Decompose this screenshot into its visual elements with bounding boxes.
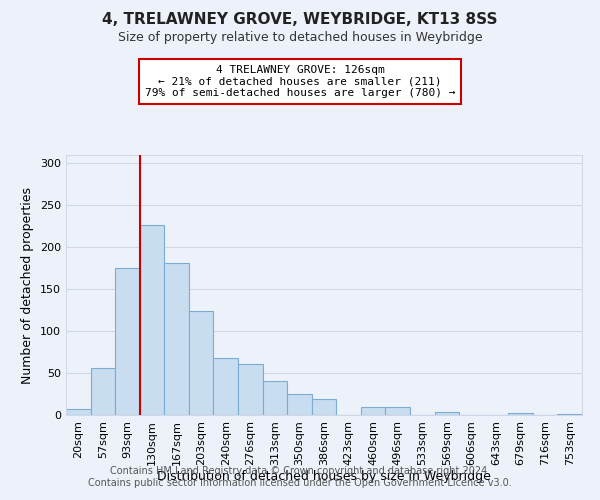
Bar bbox=[91, 368, 115, 415]
Text: Size of property relative to detached houses in Weybridge: Size of property relative to detached ho… bbox=[118, 31, 482, 44]
Text: 4, TRELAWNEY GROVE, WEYBRIDGE, KT13 8SS: 4, TRELAWNEY GROVE, WEYBRIDGE, KT13 8SS bbox=[102, 12, 498, 28]
Bar bbox=[287, 394, 312, 415]
Bar bbox=[140, 226, 164, 415]
Text: Contains HM Land Registry data © Crown copyright and database right 2024.
Contai: Contains HM Land Registry data © Crown c… bbox=[88, 466, 512, 487]
Bar bbox=[189, 311, 214, 415]
Y-axis label: Number of detached properties: Number of detached properties bbox=[22, 186, 34, 384]
Text: 4 TRELAWNEY GROVE: 126sqm
← 21% of detached houses are smaller (211)
79% of semi: 4 TRELAWNEY GROVE: 126sqm ← 21% of detac… bbox=[145, 65, 455, 98]
Bar bbox=[66, 409, 91, 415]
Bar bbox=[238, 364, 263, 415]
Bar bbox=[115, 268, 140, 415]
Bar bbox=[164, 263, 189, 415]
Bar bbox=[312, 399, 336, 415]
Bar bbox=[385, 408, 410, 415]
Bar bbox=[214, 358, 238, 415]
Bar bbox=[263, 382, 287, 415]
X-axis label: Distribution of detached houses by size in Weybridge: Distribution of detached houses by size … bbox=[157, 470, 491, 484]
Bar bbox=[434, 412, 459, 415]
Bar bbox=[361, 406, 385, 415]
Bar bbox=[557, 414, 582, 415]
Bar bbox=[508, 414, 533, 415]
